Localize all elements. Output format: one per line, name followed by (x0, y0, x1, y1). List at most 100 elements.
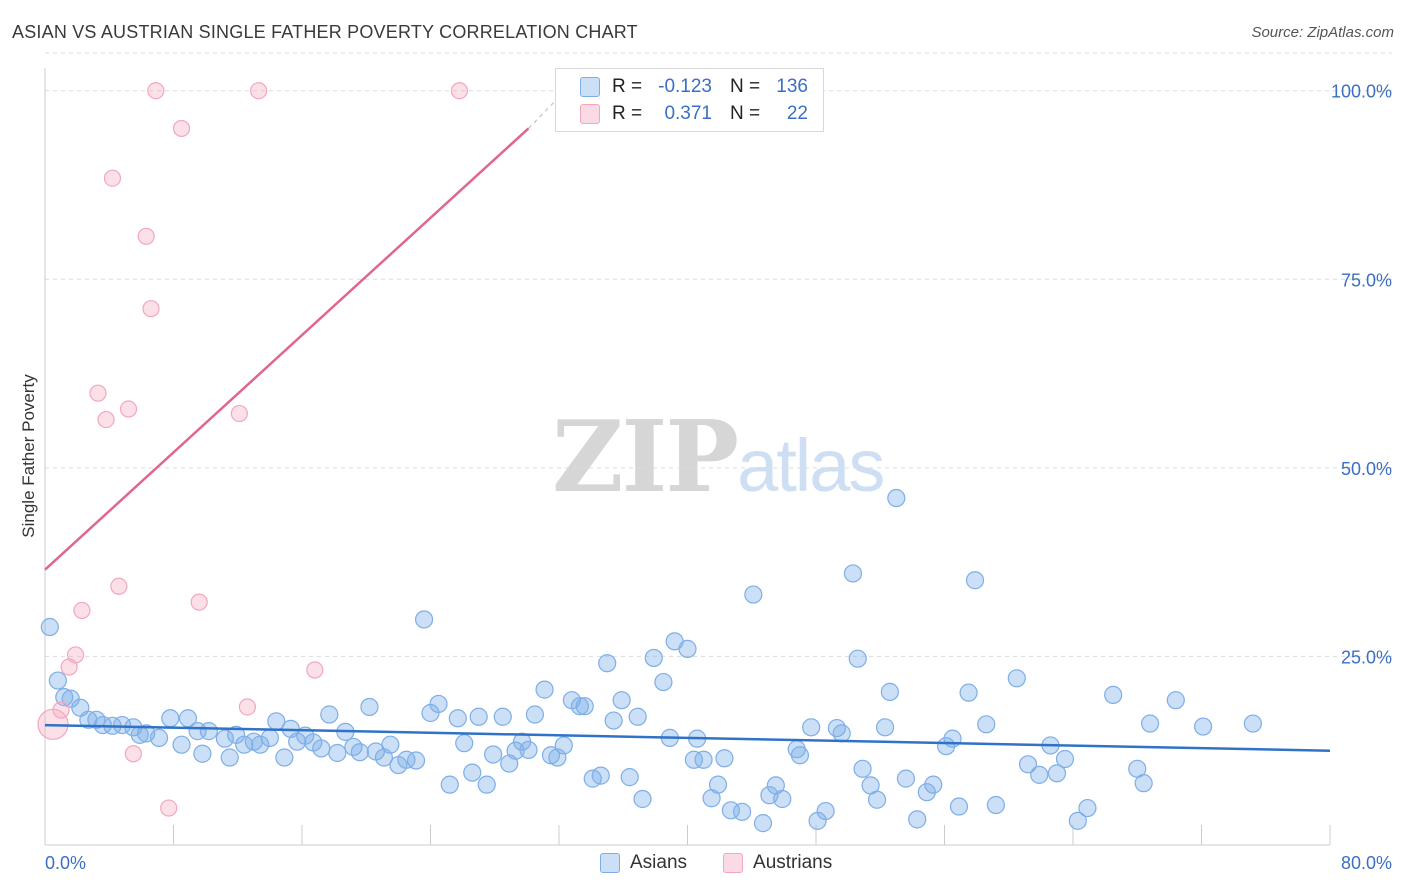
y-tick-label: 50.0% (1341, 459, 1392, 479)
asian-point (917, 783, 936, 802)
austrian-point (66, 646, 85, 664)
asian-point (802, 718, 821, 737)
asian-point (694, 750, 713, 769)
asian-point (1055, 749, 1075, 769)
asian-point (1047, 764, 1067, 783)
asian-point (744, 585, 763, 604)
asian-point (1166, 691, 1185, 710)
asian-point (350, 743, 369, 762)
asian-point (220, 748, 239, 767)
austrian-point (172, 119, 191, 138)
asian-point (463, 763, 482, 782)
asian-point (986, 795, 1006, 815)
austrian-point (142, 300, 160, 318)
y-tick-label: 100.0% (1331, 82, 1392, 102)
asian-point (360, 697, 379, 717)
asian-point (251, 735, 270, 754)
asian-point (678, 639, 697, 658)
asian-point (1078, 798, 1097, 818)
asian-point (397, 750, 416, 769)
asian-point (381, 735, 400, 754)
legend-row-austrians: R = 0.371 N = 22 (580, 102, 808, 126)
legend-item-asians[interactable]: Asians (600, 852, 687, 874)
legend-r-value: 0.371 (664, 103, 712, 124)
asian-point (880, 682, 899, 701)
austrian-point (230, 404, 248, 423)
asian-point (827, 718, 846, 738)
asian-point (1194, 717, 1213, 736)
legend-label-asians: Asians (630, 852, 688, 873)
legend-row-asians: R = -0.123 N = 136 (580, 75, 808, 99)
asian-point (644, 648, 663, 668)
asian-point (260, 728, 279, 747)
asian-point (853, 759, 872, 778)
asian-point (455, 734, 474, 753)
x-tick-label: 0.0% (45, 853, 86, 873)
asian-point (848, 649, 867, 668)
legend-n-label: N = (730, 103, 761, 124)
asian-point (1030, 765, 1049, 784)
asian-point (414, 610, 434, 629)
asian-point (484, 745, 503, 764)
asian-point (708, 775, 728, 794)
asian-point (506, 741, 525, 760)
austrians-swatch (580, 104, 600, 124)
asian-point (816, 801, 835, 821)
asian-point (215, 729, 234, 748)
y-tick-label: 25.0% (1341, 647, 1392, 667)
asian-point (943, 729, 962, 748)
asian-point (628, 707, 647, 726)
legend-r-label: R = (612, 103, 643, 124)
asian-point (598, 654, 617, 673)
austrian-point (124, 745, 142, 763)
asian-point (753, 814, 773, 833)
asian-point (773, 789, 792, 809)
asian-point (875, 718, 895, 737)
asian-point (448, 709, 467, 728)
legend-item-austrians[interactable]: Austrians (723, 852, 832, 874)
asian-point (406, 751, 426, 770)
asian-point (493, 707, 512, 726)
austrian-trendline (44, 127, 530, 571)
asian-trendline (44, 723, 1331, 752)
austrian-point (103, 169, 122, 187)
asian-point (149, 728, 169, 747)
y-axis-label: Single Father Poverty (19, 374, 38, 538)
legend-r-value: -0.123 (658, 76, 712, 97)
asian-point (924, 775, 943, 794)
asian-point (908, 810, 927, 829)
austrian-point (306, 661, 324, 679)
legend-n-value: 136 (776, 76, 808, 97)
asian-point (199, 722, 218, 741)
asian-point (525, 705, 545, 724)
asian-point (312, 739, 331, 758)
asian-point (1140, 714, 1160, 733)
asian-point (977, 715, 996, 734)
austrian-point (52, 701, 70, 719)
asian-point (535, 680, 554, 699)
asian-point (654, 672, 673, 692)
austrian-point (73, 601, 91, 620)
source-label: Source: ZipAtlas.com (1251, 24, 1394, 41)
asian-point (1007, 669, 1026, 688)
asian-point (48, 671, 67, 690)
asian-point (275, 748, 294, 767)
asian-point (896, 769, 916, 788)
asian-point (61, 689, 80, 708)
asian-point (193, 744, 212, 763)
austrian-point (89, 384, 107, 402)
legend-label-austrians: Austrians (753, 852, 833, 873)
chart-title: ASIAN VS AUSTRIAN SINGLE FATHER POVERTY … (12, 22, 638, 42)
asian-point (1104, 685, 1123, 704)
asian-point (715, 749, 734, 768)
asian-point (591, 766, 610, 785)
asian-point (1134, 774, 1153, 793)
asian-point (519, 740, 538, 760)
asian-point (949, 797, 969, 816)
asian-point (620, 768, 639, 787)
austrian-point (137, 227, 155, 245)
austrian-trendline-extension (527, 101, 555, 129)
asian-point (843, 564, 863, 583)
asian-point (328, 743, 347, 763)
